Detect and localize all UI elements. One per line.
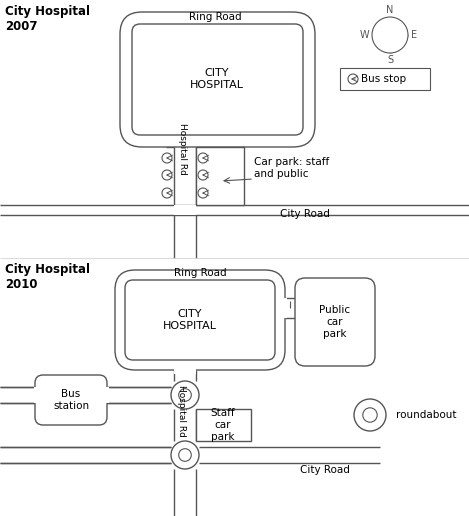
Bar bbox=[174, 205, 196, 215]
Circle shape bbox=[198, 153, 208, 163]
Circle shape bbox=[179, 389, 191, 401]
Text: City Road: City Road bbox=[300, 465, 350, 475]
Text: Public
car
park: Public car park bbox=[319, 305, 350, 338]
Text: Ring Road: Ring Road bbox=[174, 268, 227, 278]
Text: S: S bbox=[387, 55, 393, 65]
Text: Hospital Rd: Hospital Rd bbox=[177, 385, 186, 437]
Circle shape bbox=[162, 170, 172, 180]
FancyBboxPatch shape bbox=[35, 375, 107, 425]
Text: City Hospital
2010: City Hospital 2010 bbox=[5, 263, 90, 291]
FancyBboxPatch shape bbox=[125, 280, 275, 360]
Bar bbox=[196, 147, 244, 205]
Circle shape bbox=[198, 188, 208, 198]
Circle shape bbox=[198, 170, 208, 180]
Text: CITY
HOSPITAL: CITY HOSPITAL bbox=[190, 68, 244, 90]
Text: Bus stop: Bus stop bbox=[361, 74, 406, 84]
Circle shape bbox=[372, 17, 408, 53]
Bar bbox=[35, 387, 107, 403]
Text: CITY
HOSPITAL: CITY HOSPITAL bbox=[163, 309, 217, 331]
Circle shape bbox=[354, 399, 386, 431]
Text: Hospital Rd: Hospital Rd bbox=[178, 123, 187, 175]
Circle shape bbox=[363, 408, 377, 422]
Bar bbox=[106, 387, 109, 403]
Text: N: N bbox=[386, 5, 393, 15]
FancyBboxPatch shape bbox=[115, 270, 285, 370]
Text: Bus
station: Bus station bbox=[53, 389, 89, 411]
Circle shape bbox=[171, 441, 199, 469]
Bar bbox=[340, 68, 430, 90]
Circle shape bbox=[348, 74, 358, 84]
Text: Ring Road: Ring Road bbox=[189, 12, 242, 22]
Bar bbox=[34, 387, 37, 403]
Bar bbox=[174, 368, 196, 374]
Bar bbox=[196, 409, 251, 441]
Text: Car park: staff
and public: Car park: staff and public bbox=[254, 157, 329, 179]
Bar bbox=[284, 298, 287, 318]
Text: W: W bbox=[359, 30, 369, 40]
Text: City Hospital
2007: City Hospital 2007 bbox=[5, 5, 90, 33]
Text: roundabout: roundabout bbox=[396, 410, 456, 420]
Circle shape bbox=[162, 188, 172, 198]
Circle shape bbox=[162, 153, 172, 163]
Circle shape bbox=[171, 381, 199, 409]
FancyBboxPatch shape bbox=[132, 24, 303, 135]
Text: Staff
car
park: Staff car park bbox=[211, 408, 235, 442]
Circle shape bbox=[179, 449, 191, 461]
FancyBboxPatch shape bbox=[295, 278, 375, 366]
Text: City Road: City Road bbox=[280, 209, 330, 219]
Text: E: E bbox=[411, 30, 417, 40]
FancyBboxPatch shape bbox=[120, 12, 315, 147]
